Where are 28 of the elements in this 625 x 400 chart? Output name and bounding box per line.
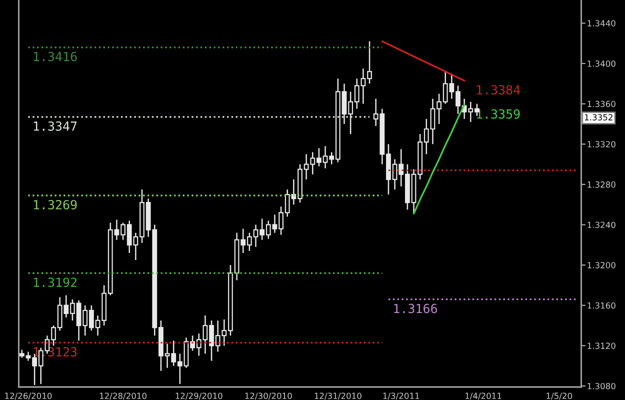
x-tick-label: 12/29/2010	[176, 392, 222, 400]
y-tick-label: 1.3240	[588, 222, 616, 228]
series-label: 1.3192	[34, 278, 76, 288]
y-tick-label: 1.3160	[588, 302, 616, 309]
line-series	[412, 104, 466, 214]
y-tick-label: 1.3400	[588, 60, 616, 67]
series-label: 1.3269	[34, 200, 77, 210]
x-tick-label: 12/30/2010	[245, 392, 292, 400]
x-tick-label: 1/3/2011	[383, 392, 420, 400]
text: 1.3352	[584, 114, 612, 120]
line-series	[381, 40, 466, 82]
series-label: 1.3359	[476, 109, 520, 119]
series-label: 1.3347	[34, 121, 77, 131]
y-tick-label: 1.3200	[588, 262, 616, 268]
x-tick-label: 12/28/2010	[100, 392, 146, 400]
x-tick-label: 12/31/2010	[314, 392, 362, 400]
y-tick-label: 1.3080	[588, 382, 616, 390]
y-tick-label: 1.3280	[588, 181, 616, 188]
series-label: 1.3416	[34, 52, 77, 62]
y-tick-label: 1.3360	[588, 100, 616, 108]
series-label: 1.3384	[476, 85, 520, 95]
x-tick-label: 1/4/2011	[465, 392, 502, 400]
x-tick-label: 1/5/20	[546, 392, 572, 400]
x-tick-label: 12/26/2010	[5, 392, 52, 400]
y-tick-label: 1.3320	[588, 141, 616, 148]
series-label: 1.3166	[394, 304, 437, 314]
y-tick-label: 1.3440	[588, 20, 616, 26]
y-tick-label: 1.3120	[588, 342, 616, 349]
